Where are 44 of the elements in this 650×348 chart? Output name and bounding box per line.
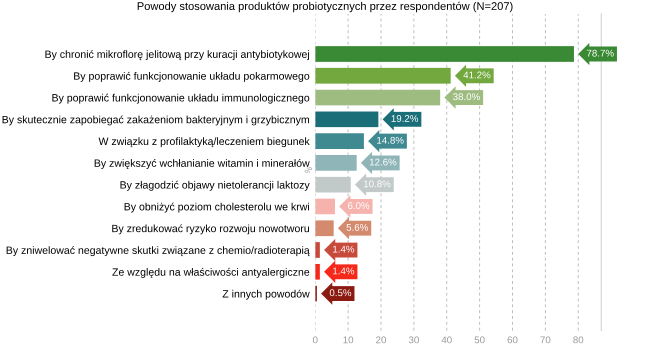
data-label: 78.7% [586,50,614,57]
x-tick-label: 60 [508,336,518,344]
y-tick-label: By skutecznie zapobiegać zakażeniom bakteryjnym i grzybicznym [2,115,310,126]
data-label: 0.5% [330,289,352,296]
x-tick-label: 70 [540,336,550,344]
y-tick-label: By chronić mikroflorę jelitową przy kuracji antybiotykowej [45,50,309,60]
y-tick-label: By zredukować ryzyko rozwoju nowotworu [112,224,310,234]
bar [315,220,334,236]
x-tick-label: 50 [474,336,485,344]
y-tick-label: Ze względu na właściwości antyalergiczne [112,268,310,278]
chart-title: Powody stosowania produktów probiotycznych przez respondentów (N=207) [138,2,513,12]
data-label: 19.2% [392,115,418,122]
y-tick-label: By złagodzić objawy nietolerancji laktozy [120,180,310,191]
bar [315,242,320,258]
bar [315,68,451,84]
bar [315,176,351,193]
data-label: 1.4% [333,246,354,253]
bar [315,155,357,171]
y-tick-label: By poprawić funkcjonowanie układu pokarmowego [74,72,310,82]
data-label: 1.4% [333,268,354,274]
data-label: 10.8% [364,180,390,188]
data-label: 38.0% [453,93,480,100]
data-label: 5.6% [346,224,368,231]
y-tick-label: By zniwelować negatywne skutki związane z chemio/radioterapią [6,246,310,256]
data-label: 14.8% [377,136,404,144]
bar [315,198,335,214]
data-label: 41.2% [463,72,490,78]
x-tick-label: 20 [376,336,386,344]
data-label: 12.6% [370,158,396,166]
y-tick-label: Z innych powodów [222,290,310,300]
x-tick-label: 40 [442,336,452,344]
bar [315,90,440,106]
y-tick-label: By poprawić funkcjonowanie układu immunologicznego [52,94,310,104]
bar [315,133,364,149]
x-tick-label: 0 [312,336,318,344]
bar [315,111,378,128]
bar [315,264,320,280]
y-tick-label: By obniżyć poziom cholesterolu we krwi [124,202,309,213]
x-tick-label: 10 [343,336,354,344]
bar [315,46,574,62]
x-tick-label: 80 [573,336,584,344]
y-tick-label: W związku z profilaktyką/leczeniem biegunek [98,137,310,148]
data-label: 6.0% [348,202,370,210]
x-tick-label: 30 [408,336,419,344]
